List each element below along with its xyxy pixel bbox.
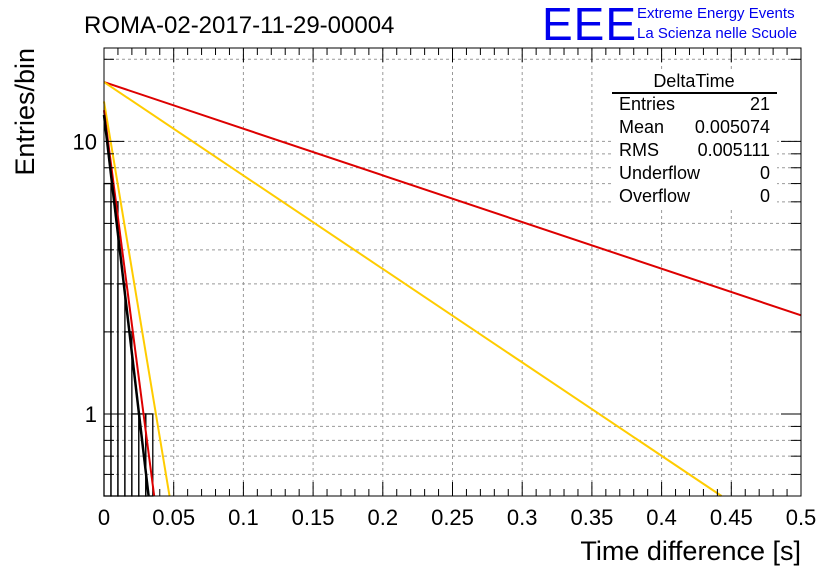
y-axis: 1 10: [73, 58, 801, 475]
stats-row-label: Mean: [619, 117, 664, 137]
x-axis: 0 0.05 0.1 0.15 0.2 0.25 0.3 0.35 0.4 0.45 0.5: [98, 48, 816, 530]
x-tick-label: 0.1: [228, 505, 259, 530]
fit-curve: [103, 81, 802, 317]
y-tick-label: 1: [85, 402, 97, 427]
stats-row-label: Overflow: [619, 186, 691, 206]
eee-logo-mark: EEE: [542, 0, 637, 50]
fit-curve: [103, 110, 156, 497]
x-tick-label: 0.15: [292, 505, 335, 530]
grid-lines: [104, 48, 801, 496]
fit-curve: [103, 101, 171, 497]
x-tick-label: 0.45: [710, 505, 753, 530]
stats-box-rows: Entries 21 Mean 0.005074 RMS 0.005111 Underflo…: [619, 94, 770, 206]
stats-box-title: DeltaTime: [653, 71, 734, 91]
y-tick-label: 10: [73, 129, 97, 154]
x-axis-label: Time difference [s]: [580, 536, 801, 566]
stats-row-value: 0.005111: [698, 140, 770, 160]
fit-curve: [102, 114, 150, 497]
fit-curves: [102, 81, 802, 497]
stats-row-label: RMS: [619, 140, 659, 160]
stats-row-label: Underflow: [619, 163, 701, 183]
stats-row-value: 21: [750, 94, 770, 114]
stats-box-background: [612, 72, 777, 209]
y-axis-label: Entries/bin: [10, 48, 40, 176]
stats-row-label: Entries: [619, 94, 675, 114]
x-tick-label: 0.35: [570, 505, 613, 530]
eee-logo-line1: Extreme Energy Events: [637, 5, 795, 22]
histogram-bar: [117, 283, 126, 497]
eee-logo: EEE Extreme Energy Events La Scienza nel…: [542, 0, 797, 50]
x-tick-label: 0: [98, 505, 110, 530]
histogram-bar: [110, 201, 119, 497]
x-tick-label: 0.4: [646, 505, 677, 530]
histogram-bars: [103, 182, 154, 497]
histogram-bar: [103, 182, 112, 497]
stats-row-value: 0.005074: [695, 117, 770, 137]
x-tick-label: 0.2: [368, 505, 399, 530]
x-tick-label: 0.05: [152, 505, 195, 530]
fit-curve: [103, 81, 723, 497]
stats-row-value: 0: [760, 186, 770, 206]
x-tick-label: 0.5: [786, 505, 817, 530]
x-tick-label: 0.25: [431, 505, 474, 530]
stats-row-value: 0: [760, 163, 770, 183]
run-title: ROMA-02-2017-11-29-00004: [84, 12, 394, 39]
stats-box: DeltaTime Entries 21 Mean 0.005074 RMS 0.0051…: [612, 71, 777, 209]
x-tick-label: 0.3: [507, 505, 538, 530]
eee-logo-line2: La Scienza nelle Scuole: [637, 25, 797, 42]
